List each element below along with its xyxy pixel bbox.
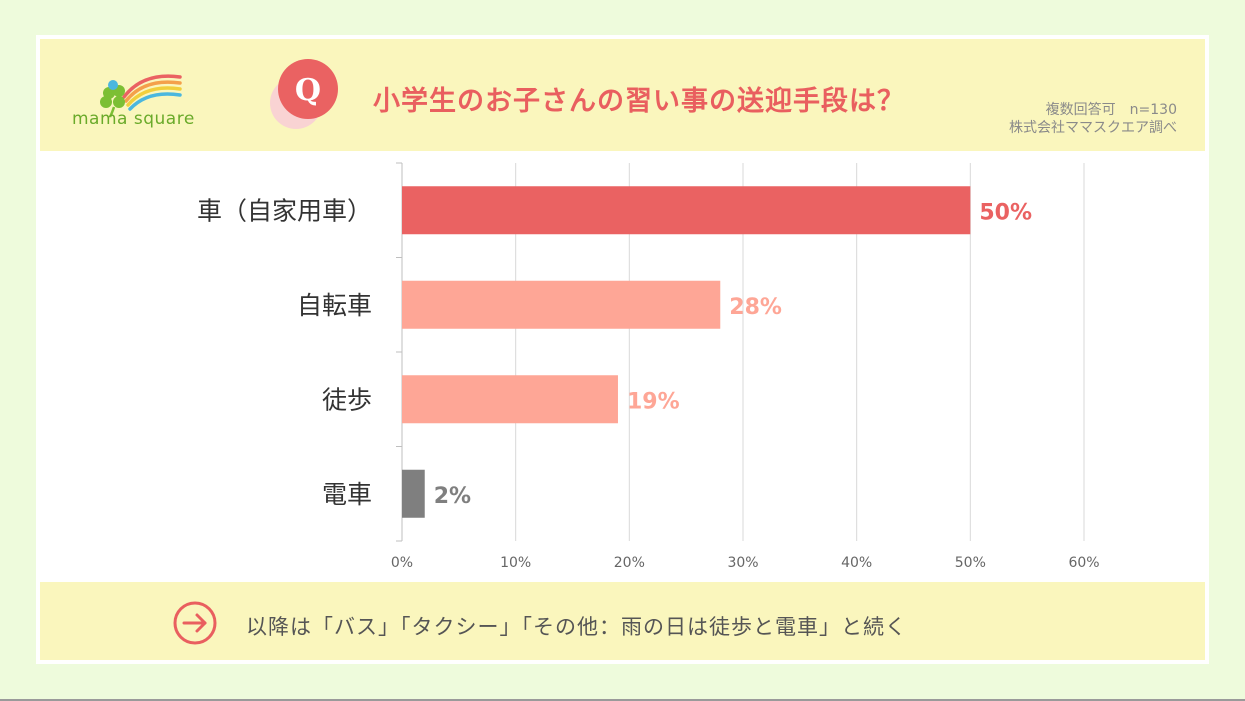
q-badge-icon: Q bbox=[270, 59, 338, 129]
note-source: 株式会社ママスクエア調べ bbox=[1009, 120, 1177, 136]
page-bottom-line bbox=[0, 699, 1245, 701]
bar bbox=[402, 469, 425, 518]
page-title: 小学生のお子さんの習い事の送迎手段は？ bbox=[373, 86, 905, 117]
footer-note: 以降は「バス」「タクシー」「その他：雨の日は徒歩と電車」と続く bbox=[246, 615, 907, 639]
bar bbox=[402, 280, 721, 329]
footer-panel: 以降は「バス」「タクシー」「その他：雨の日は徒歩と電車」と続く bbox=[40, 582, 1205, 660]
data-label: 2% bbox=[434, 484, 471, 509]
header-panel: mama square Q 小学生のお子さんの習い事の送迎手段は？ 複数回答可 … bbox=[40, 39, 1205, 151]
x-tick-label: 10% bbox=[500, 555, 531, 571]
bar bbox=[402, 375, 618, 424]
q-letter: Q bbox=[295, 73, 321, 108]
x-tick-label: 40% bbox=[841, 555, 872, 571]
survey-note: 複数回答可 n=130 株式会社ママスクエア調べ bbox=[1009, 101, 1177, 137]
note-respondents: 複数回答可 n=130 bbox=[1045, 102, 1177, 118]
infographic-card: mama square Q 小学生のお子さんの習い事の送迎手段は？ 複数回答可 … bbox=[36, 35, 1209, 664]
x-tick-label: 30% bbox=[727, 555, 758, 571]
data-label: 50% bbox=[979, 200, 1032, 225]
category-label: 車（自家用車） bbox=[197, 196, 372, 225]
bar bbox=[402, 186, 971, 235]
bar-chart: 0% 10% 20% 30% 40% 50% 60% 車（自家用車） 50% 自転車 28% 徒歩 19… bbox=[197, 162, 1100, 571]
data-label: 28% bbox=[729, 295, 782, 320]
clover-rainbow-logo bbox=[100, 74, 182, 118]
category-label: 電車 bbox=[322, 480, 372, 509]
x-tick-label: 20% bbox=[614, 555, 645, 571]
category-label: 自転車 bbox=[297, 291, 372, 320]
category-label: 徒歩 bbox=[322, 385, 372, 414]
data-label: 19% bbox=[627, 389, 680, 414]
circle-arrow-right-icon bbox=[173, 601, 217, 645]
x-tick-label: 0% bbox=[391, 555, 413, 571]
logo-text: mama square bbox=[72, 109, 195, 129]
x-tick-label: 60% bbox=[1068, 555, 1099, 571]
x-tick-label: 50% bbox=[955, 555, 986, 571]
